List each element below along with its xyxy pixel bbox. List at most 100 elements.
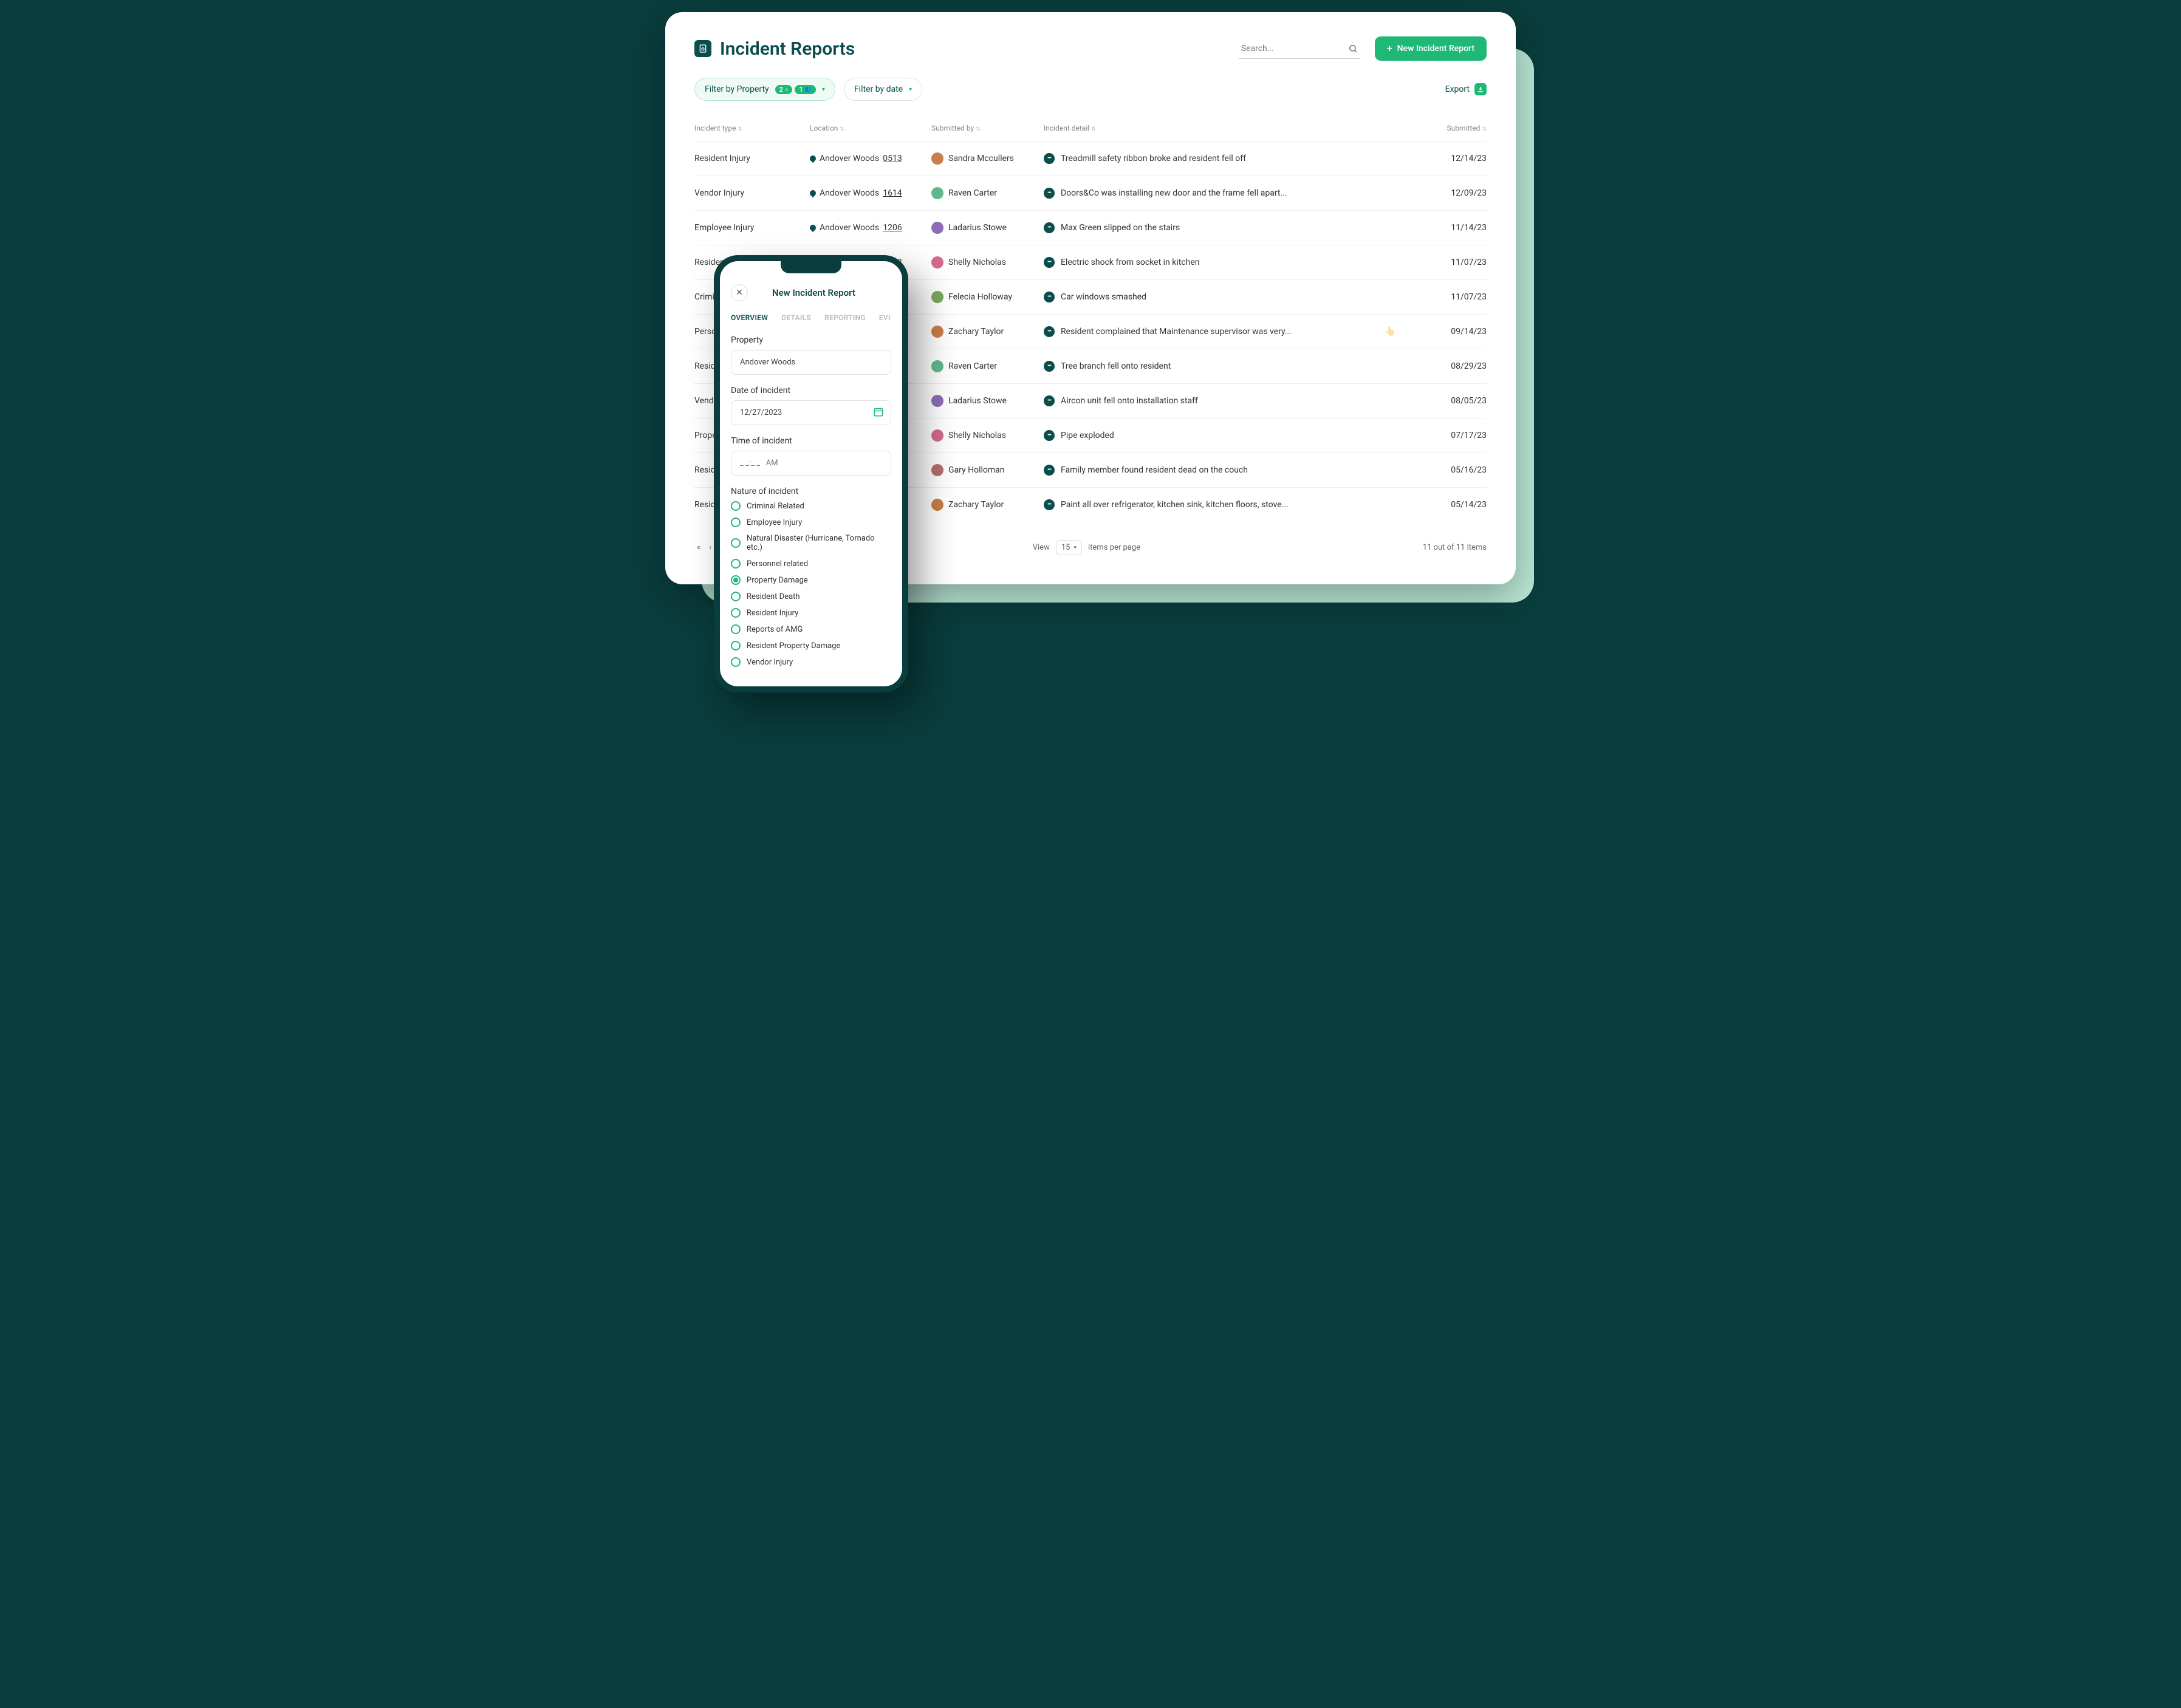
tab-reporting[interactable]: REPORTING (824, 313, 866, 322)
radio-label: Vendor Injury (747, 658, 793, 667)
search-icon (1348, 44, 1358, 53)
cell-type: Resident Injury (694, 154, 810, 163)
nature-option[interactable]: Reports of AMG (731, 624, 891, 634)
radio-label: Resident Injury (747, 609, 798, 618)
modal-title: New Incident Report (772, 287, 855, 298)
export-button[interactable]: Export (1445, 83, 1487, 95)
detail-text: Paint all over refrigerator, kitchen sin… (1061, 500, 1289, 510)
col-detail[interactable]: Incident detail (1044, 124, 1089, 132)
cell-submitter: Ladarius Stowe (931, 222, 1044, 234)
avatar (931, 360, 943, 372)
date-input[interactable] (731, 400, 891, 425)
nature-option[interactable]: Resident Property Damage (731, 641, 891, 651)
pin-icon (809, 154, 817, 163)
location-name: Andover Woods (820, 223, 879, 233)
detail-text: Pipe exploded (1061, 431, 1114, 440)
tab-overview[interactable]: OVERVIEW (731, 313, 768, 322)
cell-submitter: Raven Carter (931, 187, 1044, 199)
comment-icon: ••• (1044, 153, 1055, 164)
cell-detail: ••• Pipe exploded (1044, 430, 1420, 441)
nature-option[interactable]: Natural Disaster (Hurricane, Tornado etc… (731, 534, 891, 552)
filter-date-label: Filter by date (854, 84, 903, 94)
table-row[interactable]: Employee Injury Andover Woods 1206 Ladar… (694, 210, 1487, 245)
col-submitted[interactable]: Submitted (1447, 124, 1481, 132)
location-code: 0513 (883, 154, 902, 163)
cursor-icon: 👆 (1385, 327, 1395, 336)
tab-evide[interactable]: EVIDE (879, 313, 891, 322)
cell-date: 07/17/23 (1420, 431, 1487, 440)
nature-option[interactable]: Resident Injury (731, 608, 891, 618)
nature-option[interactable]: Criminal Related (731, 501, 891, 511)
time-input[interactable] (731, 451, 891, 476)
avatar (931, 395, 943, 407)
time-label: Time of incident (731, 436, 891, 446)
avatar (931, 222, 943, 234)
avatar (931, 291, 943, 303)
col-type[interactable]: Incident type (694, 124, 736, 132)
detail-text: Tree branch fell onto resident (1061, 361, 1171, 371)
page-title: Incident Reports (720, 38, 855, 60)
tab-details[interactable]: DETAILS (781, 313, 811, 322)
pin-icon (809, 189, 817, 197)
table-row[interactable]: Resident Injury Andover Woods 0513 Sandr… (694, 141, 1487, 176)
chevron-down-icon: ▾ (1073, 545, 1077, 551)
export-label: Export (1445, 84, 1470, 94)
radio-label: Resident Property Damage (747, 641, 840, 651)
cell-detail: ••• Aircon unit fell onto installation s… (1044, 395, 1420, 406)
detail-text: Resident complained that Maintenance sup… (1061, 327, 1292, 336)
col-submitted-by[interactable]: Submitted by (931, 124, 974, 132)
filter-property[interactable]: Filter by Property 2⌂1👥 ▾ (694, 78, 835, 101)
phone-notch (781, 261, 841, 273)
filter-date[interactable]: Filter by date ▾ (844, 78, 922, 101)
submitter-name: Raven Carter (948, 188, 997, 198)
search-box[interactable] (1239, 39, 1360, 59)
property-input[interactable] (731, 350, 891, 375)
cell-detail: ••• Resident complained that Maintenance… (1044, 326, 1420, 337)
radio-icon (731, 592, 741, 601)
close-button[interactable]: ✕ (731, 284, 748, 301)
cell-submitter: Raven Carter (931, 360, 1044, 372)
per-page-value: 15 (1061, 543, 1070, 552)
radio-label: Resident Death (747, 592, 800, 601)
new-incident-label: New Incident Report (1397, 44, 1474, 53)
avatar (931, 256, 943, 268)
calendar-icon[interactable] (873, 406, 884, 420)
search-input[interactable] (1239, 39, 1360, 58)
pager-first[interactable]: « (694, 542, 703, 553)
avatar (931, 152, 943, 165)
table-row[interactable]: Vendor Injury Andover Woods 1614 Raven C… (694, 176, 1487, 210)
detail-text: Car windows smashed (1061, 292, 1146, 302)
plus-icon: + (1387, 44, 1392, 53)
cell-submitter: Zachary Taylor (931, 326, 1044, 338)
filter-badge: 1👥 (795, 85, 816, 94)
report-icon (694, 40, 711, 57)
col-location[interactable]: Location (810, 124, 838, 132)
pager-prev[interactable]: ‹ (707, 542, 714, 553)
chevron-down-icon: ▾ (822, 86, 825, 93)
submitter-name: Shelly Nicholas (948, 431, 1006, 440)
new-incident-button[interactable]: + New Incident Report (1375, 36, 1487, 61)
cell-submitter: Shelly Nicholas (931, 429, 1044, 442)
cell-date: 09/14/23 (1420, 327, 1487, 336)
nature-option[interactable]: Employee Injury (731, 518, 891, 527)
location-code: 1206 (883, 223, 902, 233)
download-icon (1474, 83, 1487, 95)
submitter-name: Zachary Taylor (948, 500, 1004, 510)
submitter-name: Gary Holloman (948, 465, 1005, 475)
location-code: 1614 (883, 188, 902, 198)
avatar (931, 464, 943, 476)
avatar (931, 326, 943, 338)
cell-submitter: Zachary Taylor (931, 499, 1044, 511)
per-page-select[interactable]: 15 ▾ (1056, 540, 1082, 555)
cell-detail: ••• Doors&Co was installing new door and… (1044, 188, 1420, 199)
cell-date: 08/05/23 (1420, 396, 1487, 406)
nature-option[interactable]: Vendor Injury (731, 657, 891, 667)
radio-icon (731, 538, 741, 548)
cell-date: 11/07/23 (1420, 258, 1487, 267)
comment-icon: ••• (1044, 395, 1055, 406)
nature-option[interactable]: Resident Death (731, 592, 891, 601)
cell-detail: ••• Family member found resident dead on… (1044, 465, 1420, 476)
nature-option[interactable]: Personnel related (731, 559, 891, 569)
per-page-label: items per page (1088, 543, 1140, 552)
nature-option[interactable]: Property Damage (731, 575, 891, 585)
